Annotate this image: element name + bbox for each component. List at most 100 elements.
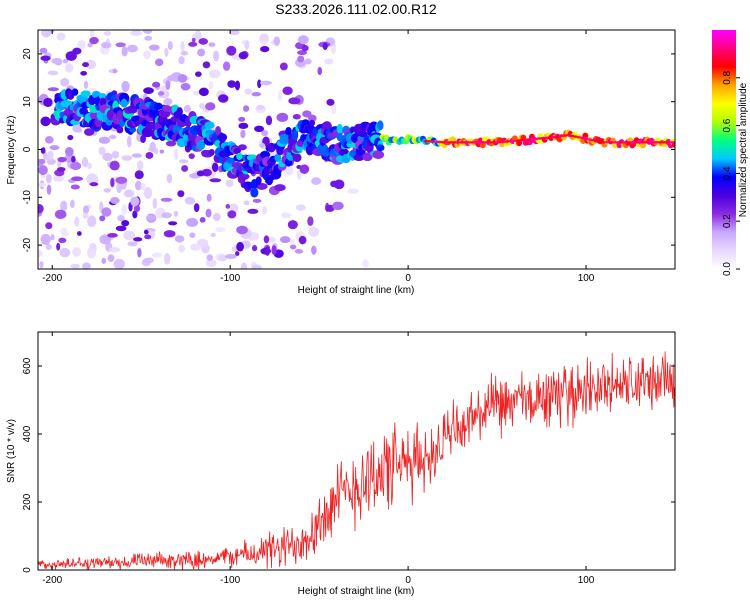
spectrogram-noise-cell bbox=[46, 184, 52, 195]
spectrogram-scatter-cell bbox=[45, 222, 53, 230]
spectrogram-scatter-cell bbox=[197, 48, 206, 57]
spectrogram-core-cell bbox=[608, 141, 614, 144]
spectrogram-noise-cell bbox=[174, 148, 179, 161]
spectrogram-core-cell bbox=[665, 141, 671, 144]
spectrogram-scatter-cell bbox=[317, 66, 323, 76]
spectrogram-noise-cell bbox=[127, 241, 138, 247]
spectrogram-noise-cell bbox=[240, 262, 248, 269]
spectrogram-noise-cell bbox=[123, 230, 136, 241]
spectrogram-ridge-cell bbox=[153, 102, 163, 110]
spectrogram-core-cell bbox=[647, 141, 653, 144]
spectrogram-noise-cell bbox=[256, 104, 265, 111]
spectrogram-noise-cell bbox=[109, 134, 117, 140]
spectrogram-noise-cell bbox=[151, 252, 163, 258]
spectrogram-noise-cell bbox=[144, 187, 153, 199]
spectrogram-ridge-cell bbox=[162, 104, 172, 112]
spectrogram-scatter-cell bbox=[289, 244, 297, 250]
spectrogram-scatter-cell bbox=[58, 237, 67, 244]
spectrogram-noise-cell bbox=[347, 188, 359, 194]
spectrogram-noise-cell bbox=[111, 150, 120, 159]
spectrogram-noise-cell bbox=[70, 263, 80, 269]
spectrogram-ridge-cell bbox=[225, 157, 236, 164]
spectrogram-noise-cell bbox=[123, 189, 135, 198]
spectrogram-scatter-cell bbox=[322, 42, 328, 51]
spectrogram-noise-cell bbox=[163, 98, 173, 106]
spectrogram-ridge-cell bbox=[116, 126, 124, 134]
spectrogram-x-label: Height of straight line (km) bbox=[298, 285, 415, 296]
colorbar-ticks: 0.0 0.2 0.4 0.6 0.8 bbox=[722, 70, 740, 276]
spectrogram-noise-cell bbox=[59, 247, 71, 258]
spectrogram-noise-cell bbox=[60, 231, 70, 237]
spectrogram-noise-cell bbox=[166, 173, 173, 184]
spectrogram-ridge-cell bbox=[71, 88, 79, 96]
spectrogram-y-tick-label: 20 bbox=[22, 48, 33, 60]
spectrogram-scatter-cell bbox=[174, 235, 185, 243]
spectrogram-scatter-cell bbox=[165, 140, 177, 147]
spectrogram-scatter-cell bbox=[261, 130, 269, 137]
spectrogram-scatter-cell bbox=[67, 134, 74, 141]
spectrogram-scatter-cell bbox=[40, 147, 46, 154]
spectrogram-scatter-cell bbox=[180, 83, 191, 91]
spectrogram-noise-cell bbox=[60, 78, 70, 87]
spectrogram-scatter-cell bbox=[252, 198, 262, 203]
snr-y-tick-label: 200 bbox=[22, 493, 33, 510]
spectrogram-core-cell bbox=[622, 141, 628, 144]
spectrogram-ridge-cell bbox=[308, 119, 316, 127]
spectrogram-scatter-cell bbox=[259, 143, 266, 148]
spectrogram-ridge-cell bbox=[80, 90, 91, 98]
spectrogram-scatter-cell bbox=[40, 116, 51, 127]
spectrogram-scatter-cell bbox=[227, 210, 237, 219]
spectrogram-scatter-cell bbox=[51, 58, 63, 65]
spectrogram-scatter-cell bbox=[101, 207, 112, 217]
spectrogram-ridge-cell bbox=[236, 152, 243, 160]
spectrogram-noise-cell bbox=[262, 206, 267, 215]
spectrogram-noise-cell bbox=[126, 135, 132, 148]
spectrogram-noise-cell bbox=[193, 90, 200, 96]
spectrogram-noise-cell bbox=[164, 47, 169, 57]
spectrogram-noise-cell bbox=[218, 254, 227, 262]
spectrogram-scatter-cell bbox=[236, 241, 244, 252]
spectrogram-scatter-cell bbox=[83, 80, 89, 89]
colorbar-tick-label: 0.2 bbox=[722, 214, 733, 228]
spectrogram-noise-cell bbox=[49, 145, 60, 151]
spectrogram-noise-cell bbox=[70, 199, 75, 209]
spectrogram-scatter-cell bbox=[224, 253, 237, 259]
spectrogram-y-tick-label: 10 bbox=[22, 96, 33, 108]
colorbar-tick-label: 0.8 bbox=[722, 70, 733, 84]
spectrogram-noise-cell bbox=[50, 234, 55, 241]
spectrogram-scatter-cell bbox=[188, 153, 195, 159]
spectrogram-scatter-cell bbox=[326, 98, 335, 106]
spectrogram-scatter-cell bbox=[133, 204, 141, 213]
spectrogram-core-cell bbox=[441, 141, 447, 144]
spectrogram-noise-cell bbox=[40, 233, 51, 246]
spectrogram-scatter-cell bbox=[251, 245, 258, 252]
spectrogram-noise-cell bbox=[225, 179, 234, 188]
spectrogram-core-cell bbox=[636, 141, 642, 144]
spectrogram-scatter-cell bbox=[297, 35, 309, 45]
spectrogram-scatter-cell bbox=[143, 229, 149, 235]
spectrogram-ridge-cell bbox=[208, 148, 215, 156]
spectrogram-scatter-cell bbox=[181, 165, 189, 172]
spectrogram-scatter-cell bbox=[260, 46, 270, 53]
spectrogram-y-tick-label: -10 bbox=[22, 190, 33, 205]
spectrogram-noise-cell bbox=[108, 246, 121, 253]
spectrogram-noise-cell bbox=[251, 264, 263, 269]
spectrogram-scatter-cell bbox=[311, 177, 322, 185]
spectrogram-noise-cell bbox=[144, 35, 153, 41]
spectrogram-noise-cell bbox=[91, 249, 96, 257]
spectrogram-scatter-cell bbox=[71, 155, 76, 163]
spectrogram-scatter-cell bbox=[235, 251, 240, 256]
spectrogram-scatter-cell bbox=[80, 70, 88, 76]
spectrogram-noise-cell bbox=[38, 182, 47, 187]
spectrogram-noise-cell bbox=[116, 182, 122, 194]
spectrogram-noise-cell bbox=[178, 56, 185, 65]
spectrogram-scatter-cell bbox=[71, 176, 84, 182]
spectrogram-scatter-cell bbox=[72, 123, 82, 133]
spectrogram-ridge-cell bbox=[285, 126, 292, 136]
snr-x-tick-label: -200 bbox=[42, 575, 62, 586]
spectrogram-scatter-cell bbox=[177, 74, 188, 83]
spectrogram-core-cell bbox=[654, 141, 660, 144]
spectrogram-ridge-cell bbox=[274, 153, 282, 162]
spectrogram-scatter-cell bbox=[196, 170, 205, 177]
